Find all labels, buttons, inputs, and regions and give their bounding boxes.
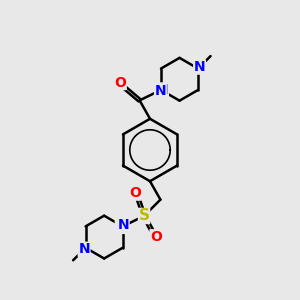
Text: N: N: [117, 218, 129, 232]
Text: N: N: [157, 83, 168, 97]
Text: N: N: [194, 60, 206, 74]
Text: N: N: [116, 219, 127, 233]
Text: O: O: [114, 76, 126, 89]
Text: N: N: [154, 84, 166, 98]
Text: N: N: [78, 242, 90, 256]
Text: S: S: [139, 208, 150, 224]
Text: O: O: [150, 230, 162, 244]
Text: O: O: [129, 186, 141, 200]
